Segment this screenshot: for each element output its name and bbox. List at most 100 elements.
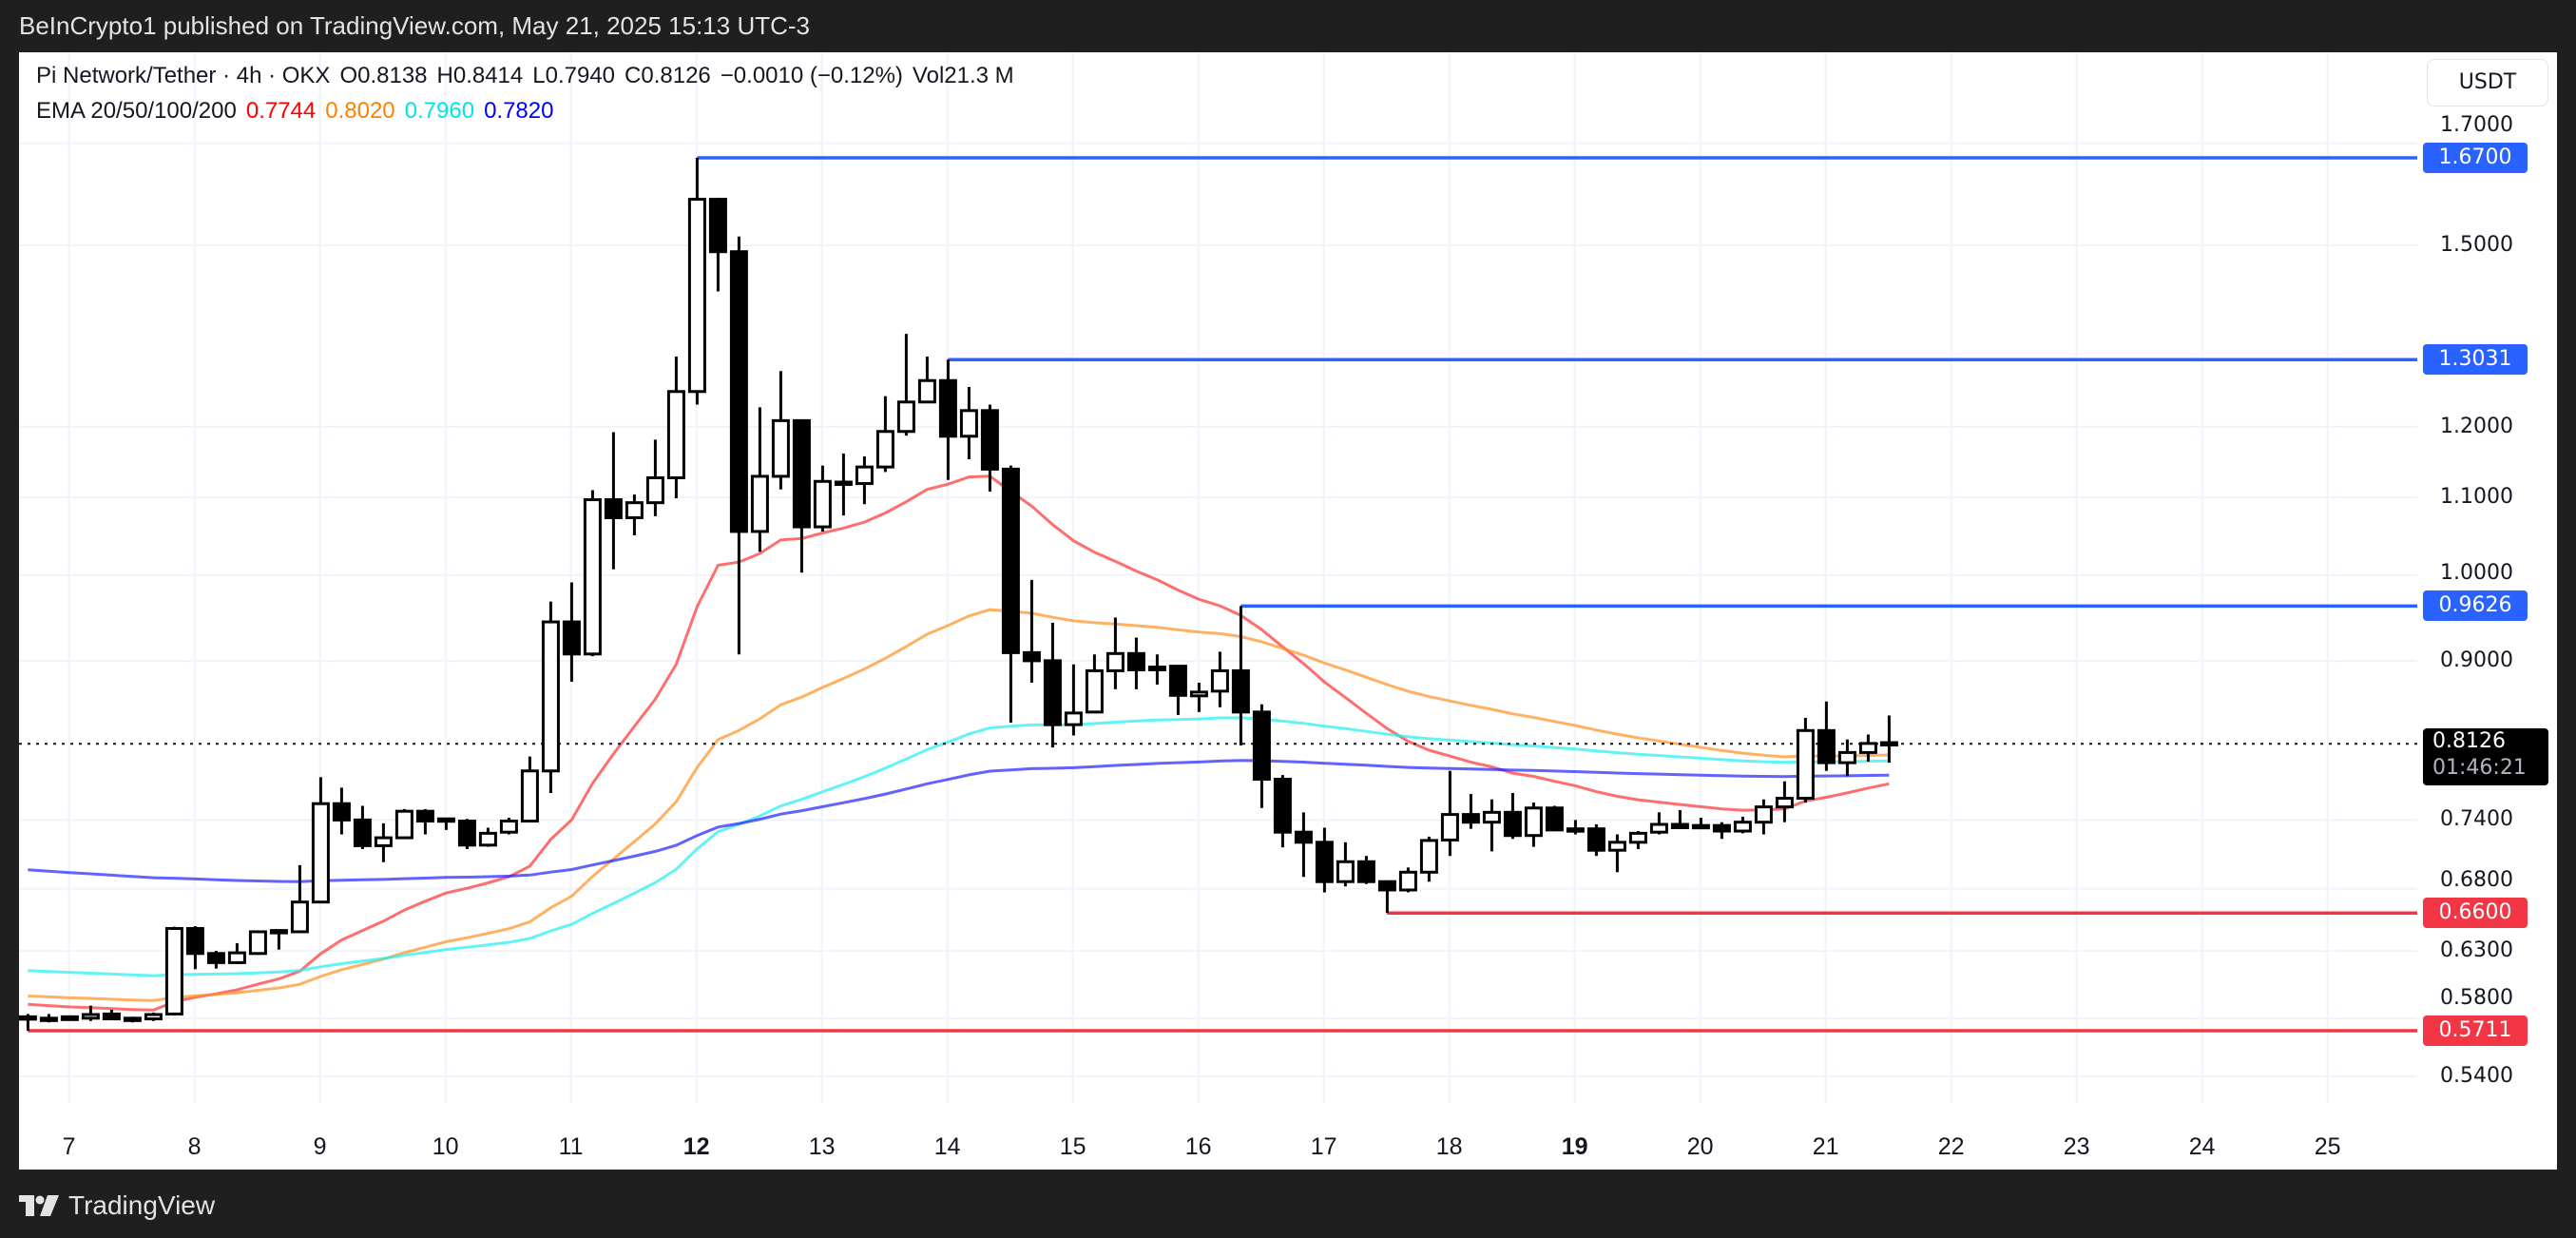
volume-value: Vol21.3 M xyxy=(912,63,1014,88)
candle-body-up xyxy=(541,620,560,773)
candle-body-up xyxy=(855,465,874,486)
candle xyxy=(687,157,706,405)
candle-body-down xyxy=(1691,823,1710,830)
candle xyxy=(1858,734,1877,763)
tradingview-brand[interactable]: TradingView xyxy=(19,1190,215,1221)
candle-body-up xyxy=(1607,841,1626,852)
candle-body-down xyxy=(834,480,853,487)
candle xyxy=(1461,794,1480,829)
x-tick-label: 25 xyxy=(2314,1133,2341,1160)
candle xyxy=(1105,617,1125,689)
candle xyxy=(1315,827,1334,893)
candle-body-up xyxy=(394,809,413,840)
candle-body-down xyxy=(1273,778,1292,834)
candle-body-down xyxy=(1294,830,1313,844)
candle-body-down xyxy=(1252,710,1271,782)
y-tick-label: 0.5800 xyxy=(2440,986,2513,1011)
candle-body-down xyxy=(792,418,811,529)
candle xyxy=(81,1005,100,1021)
candle xyxy=(206,951,225,969)
candle-body-up xyxy=(959,409,978,438)
candle-body-up xyxy=(1733,821,1752,833)
candle xyxy=(1691,818,1710,830)
candle-body-down xyxy=(1126,651,1145,671)
candle xyxy=(980,404,999,493)
candle-body-up xyxy=(1336,860,1355,883)
y-tick-label: 1.1000 xyxy=(2440,485,2513,510)
y-tick-label: 0.7400 xyxy=(2440,807,2513,832)
x-tick-label: 21 xyxy=(1812,1133,1839,1160)
candle xyxy=(185,925,204,970)
candle-body-up xyxy=(290,900,309,934)
candle xyxy=(896,334,915,436)
currency-button[interactable]: USDT xyxy=(2427,59,2548,106)
resistance-level-label: 0.9626 xyxy=(2423,590,2528,622)
candle-body-up xyxy=(1419,839,1438,874)
candle xyxy=(583,490,602,657)
candle xyxy=(1147,654,1166,685)
x-tick-label: 14 xyxy=(933,1133,961,1160)
candle xyxy=(1210,651,1229,707)
ema-legend[interactable]: EMA 20/50/100/200 0.7744 0.8020 0.7960 0.782… xyxy=(36,98,563,125)
candle-body-down xyxy=(1503,810,1522,838)
x-tick-label: 23 xyxy=(2063,1133,2090,1160)
candle-body-up xyxy=(144,1013,163,1021)
candle xyxy=(625,494,644,536)
candle xyxy=(1775,781,1794,822)
candle xyxy=(792,418,811,573)
candle-body-up xyxy=(1796,728,1815,801)
candle xyxy=(1796,717,1815,803)
candle xyxy=(834,454,853,516)
candle xyxy=(1503,792,1522,840)
candle-body-down xyxy=(1670,822,1689,830)
candle xyxy=(102,1010,121,1021)
x-tick-label: 8 xyxy=(187,1133,202,1160)
candle xyxy=(478,827,497,847)
resistance-level-label: 1.3031 xyxy=(2423,344,2528,376)
candle-body-up xyxy=(917,378,936,404)
candle-body-up xyxy=(164,926,183,1016)
candle-body-down xyxy=(1545,806,1564,832)
high-value: H0.8414 xyxy=(436,63,524,88)
candle xyxy=(415,808,434,835)
x-tick-label: 7 xyxy=(62,1133,76,1160)
y-tick-label: 1.7000 xyxy=(2440,112,2513,137)
candle xyxy=(1817,701,1836,771)
symbol-name[interactable]: Pi Network/Tether · 4h · OKX xyxy=(36,63,331,88)
ema-50-line xyxy=(28,608,1890,1002)
candle-body-up xyxy=(269,929,288,935)
candle-body-down xyxy=(729,250,748,533)
candle-body-down xyxy=(1231,668,1250,714)
candle xyxy=(541,601,560,793)
candle-body-up xyxy=(227,951,246,964)
x-tick-label: 10 xyxy=(432,1133,459,1160)
candle-body-up xyxy=(18,1015,37,1021)
candle-body-up xyxy=(625,501,644,519)
candle-body-up xyxy=(1649,822,1668,834)
candle xyxy=(1586,824,1605,857)
candle-body-down xyxy=(1356,860,1375,883)
candle xyxy=(520,756,539,823)
candle-body-up xyxy=(1482,810,1501,824)
x-tick-label: 20 xyxy=(1686,1133,1714,1160)
candle xyxy=(1273,775,1292,848)
x-tick-label: 12 xyxy=(682,1133,710,1160)
x-tick-label: 16 xyxy=(1184,1133,1212,1160)
candle-body-down xyxy=(1879,741,1898,747)
candle-body-up xyxy=(1147,666,1166,671)
candle-body-up xyxy=(81,1013,100,1020)
candle-body-down xyxy=(708,198,727,254)
chart-panel xyxy=(19,52,2557,1170)
candle-body-down xyxy=(1022,650,1041,663)
candle-body-up xyxy=(1085,668,1104,714)
ema20-value: 0.7744 xyxy=(245,98,317,124)
resistance-level-label: 1.6700 xyxy=(2423,142,2528,173)
candle xyxy=(332,787,351,835)
candle xyxy=(1189,683,1208,712)
candle xyxy=(123,1016,142,1023)
candle xyxy=(959,387,978,459)
candle-body-up xyxy=(1189,690,1208,698)
ema-label[interactable]: EMA 20/50/100/200 xyxy=(36,98,237,124)
candle-body-down xyxy=(980,409,999,471)
